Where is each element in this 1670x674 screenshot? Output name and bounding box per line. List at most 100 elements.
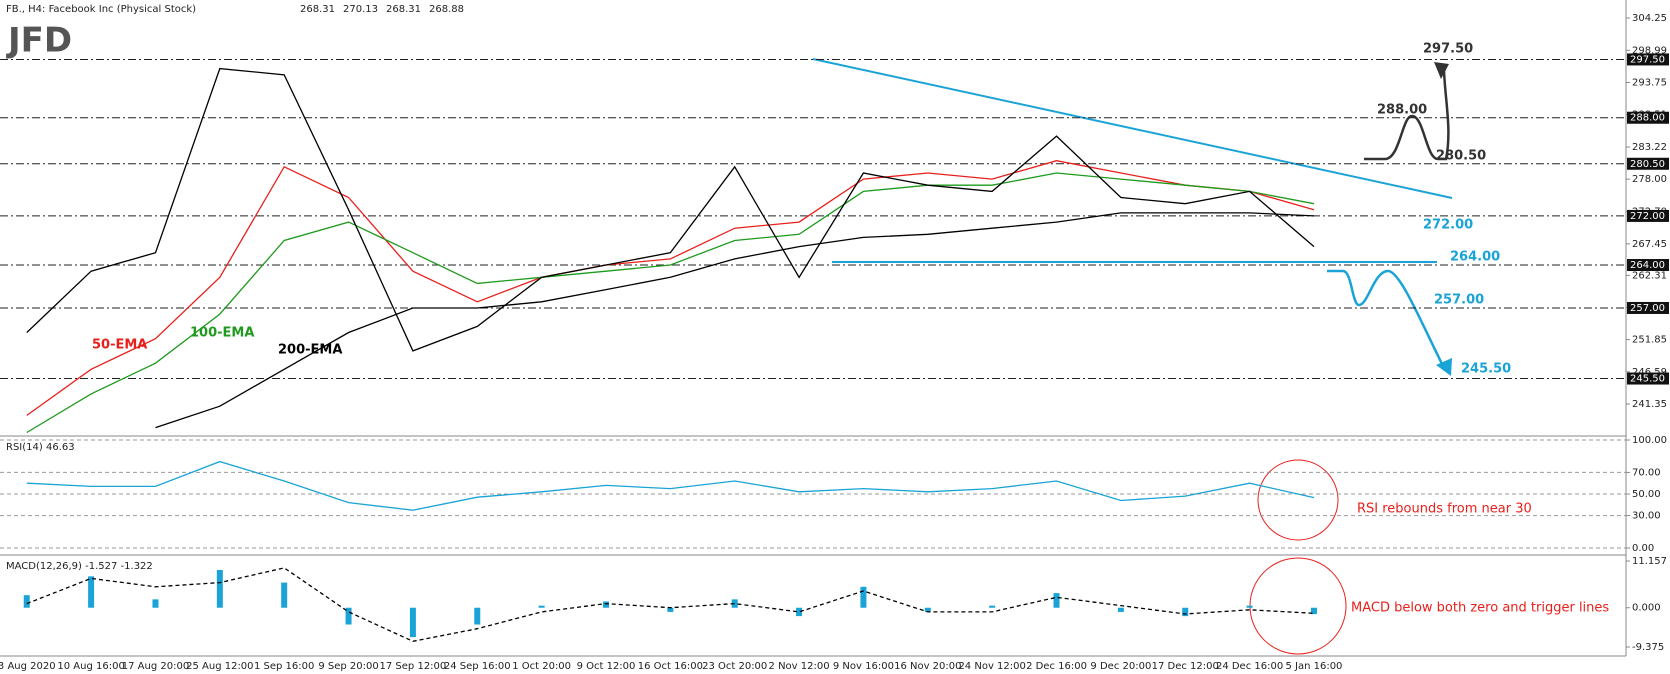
x-tick-label: 24 Nov 12:00 xyxy=(958,661,1025,672)
level-axis-label: 297.50 xyxy=(1630,54,1665,65)
arrow-head xyxy=(1436,358,1452,376)
y-tick-label: -9.375 xyxy=(1632,642,1664,653)
symbol: FB., H4: Facebook Inc (Physical Stock) xyxy=(6,4,196,15)
y-tick-label: 30.00 xyxy=(1632,511,1661,522)
macd-bar xyxy=(1246,605,1253,608)
macd-bar xyxy=(1182,607,1189,617)
x-tick-label: 9 Nov 16:00 xyxy=(833,661,894,672)
macd-bar xyxy=(23,595,30,608)
y-tick-label: 50.00 xyxy=(1632,489,1661,500)
level-annotation: 245.50 xyxy=(1461,362,1511,377)
ohlc: 268.31 xyxy=(300,4,335,15)
panel-title: MACD(12,26,9) -1.527 -1.322 xyxy=(6,561,153,572)
panel-title: RSI(14) 46.63 xyxy=(6,442,75,453)
x-tick-label: 16 Nov 20:00 xyxy=(894,661,961,672)
price-line xyxy=(26,67,1315,352)
y-tick-label: 11.157 xyxy=(1632,556,1667,567)
rsi-line xyxy=(26,460,1315,511)
trend-line xyxy=(812,58,1453,199)
x-tick-label: 5 Jan 16:00 xyxy=(1285,661,1342,672)
macd-bar xyxy=(1117,607,1124,612)
macd-bar xyxy=(731,599,738,608)
x-tick-label: 17 Sep 12:00 xyxy=(380,661,447,672)
y-tick-label: 251.85 xyxy=(1632,335,1667,346)
macd-bar xyxy=(474,607,481,625)
x-tick-label: 25 Aug 12:00 xyxy=(186,661,253,672)
ema-line xyxy=(155,212,1315,429)
level-annotation: 264.00 xyxy=(1450,250,1500,265)
x-tick-label: 16 Oct 16:00 xyxy=(638,661,703,672)
level-axis-label: 288.00 xyxy=(1630,113,1665,124)
y-tick-label: 0.00 xyxy=(1632,543,1654,554)
y-tick-label: 304.25 xyxy=(1632,13,1667,24)
annotation: MACD below both zero and trigger lines xyxy=(1351,601,1609,616)
bearish-scenario xyxy=(1327,269,1446,369)
ohlc: 268.31 xyxy=(386,4,421,15)
x-tick-label: 1 Oct 20:00 xyxy=(512,661,571,672)
y-tick-label: 70.00 xyxy=(1632,467,1661,478)
level-annotation: 288.00 xyxy=(1377,103,1427,118)
macd-bar xyxy=(667,607,674,612)
y-tick-label: 293.75 xyxy=(1632,77,1667,88)
macd-bar xyxy=(345,607,352,625)
level-axis-label: 280.50 xyxy=(1630,159,1665,170)
y-tick-label: 241.35 xyxy=(1632,399,1667,410)
x-tick-label: 17 Dec 12:00 xyxy=(1152,661,1219,672)
y-tick-label: 298.99 xyxy=(1632,45,1667,56)
ema-label: 200-EMA xyxy=(278,343,342,358)
level-axis-label: 257.00 xyxy=(1630,303,1665,314)
macd-bar xyxy=(281,582,288,608)
x-tick-label: 3 Aug 2020 xyxy=(0,661,56,672)
x-tick-label: 2 Nov 12:00 xyxy=(769,661,830,672)
arrow-head xyxy=(1434,62,1449,79)
level-axis-label: 272.00 xyxy=(1630,211,1665,222)
level-box xyxy=(1627,157,1669,170)
level-box xyxy=(1627,259,1669,272)
x-tick-label: 9 Oct 12:00 xyxy=(577,661,636,672)
ohlc: 270.13 xyxy=(343,4,378,15)
x-tick-label: 9 Sep 20:00 xyxy=(318,661,378,672)
macd-bar xyxy=(88,576,95,608)
x-tick-label: 1 Sep 16:00 xyxy=(254,661,314,672)
level-box xyxy=(1627,301,1669,314)
macd-bar xyxy=(409,607,416,638)
macd-bar xyxy=(152,599,159,608)
level-annotation: 257.00 xyxy=(1434,293,1484,308)
annotation: RSI rebounds from near 30 xyxy=(1357,502,1532,517)
y-tick-label: 100.00 xyxy=(1632,435,1667,446)
macd-bar xyxy=(989,605,996,608)
signal-line xyxy=(26,567,1315,642)
level-annotation: 272.00 xyxy=(1423,218,1473,233)
x-tick-label: 24 Dec 16:00 xyxy=(1216,661,1283,672)
y-tick-label: 267.45 xyxy=(1632,239,1667,250)
level-annotation: 280.50 xyxy=(1436,149,1486,164)
y-tick-label: 262.31 xyxy=(1632,270,1667,281)
macd-bar xyxy=(860,586,867,608)
x-tick-label: 23 Oct 20:00 xyxy=(702,661,767,672)
level-box xyxy=(1627,111,1669,124)
x-tick-label: 17 Aug 20:00 xyxy=(122,661,189,672)
x-tick-label: 24 Sep 16:00 xyxy=(444,661,511,672)
y-tick-label: 283.22 xyxy=(1632,142,1667,153)
macd-bar xyxy=(1053,593,1060,608)
ema-label: 100-EMA xyxy=(190,326,254,341)
bullish-scenario xyxy=(1364,69,1450,161)
macd-bar xyxy=(216,570,223,608)
macd-bar xyxy=(924,607,931,612)
level-annotation: 297.50 xyxy=(1423,42,1473,57)
y-tick-label: 0.000 xyxy=(1632,603,1661,614)
ema-line xyxy=(26,160,1315,416)
macd-bar xyxy=(1310,607,1317,615)
y-tick-label: 246.59 xyxy=(1632,367,1667,378)
level-box xyxy=(1627,372,1669,385)
x-tick-label: 9 Dec 20:00 xyxy=(1090,661,1151,672)
level-box xyxy=(1627,53,1669,66)
y-tick-label: 278.00 xyxy=(1632,174,1667,185)
level-axis-label: 245.50 xyxy=(1630,374,1665,385)
x-tick-label: 2 Dec 16:00 xyxy=(1026,661,1087,672)
highlight-circle xyxy=(1257,459,1339,541)
level-box xyxy=(1627,209,1669,222)
level-axis-label: 264.00 xyxy=(1630,260,1665,271)
